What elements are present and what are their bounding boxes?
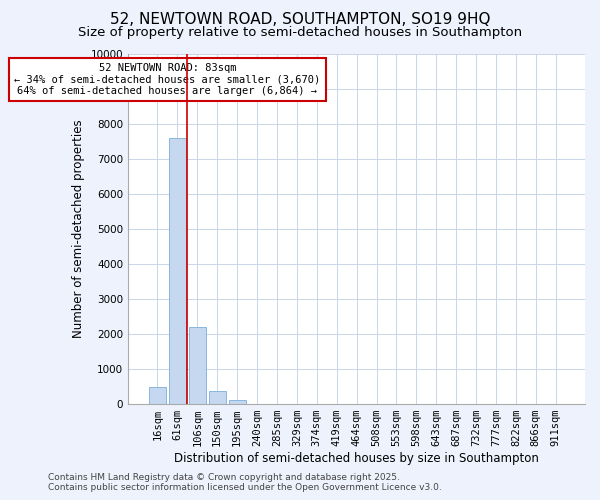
Bar: [209, 391, 226, 404]
X-axis label: Distribution of semi-detached houses by size in Southampton: Distribution of semi-detached houses by …: [174, 452, 539, 465]
Bar: [169, 138, 186, 404]
Bar: [189, 327, 206, 404]
Bar: [149, 388, 166, 404]
Y-axis label: Number of semi-detached properties: Number of semi-detached properties: [72, 120, 85, 338]
Text: Size of property relative to semi-detached houses in Southampton: Size of property relative to semi-detach…: [78, 26, 522, 39]
Text: Contains HM Land Registry data © Crown copyright and database right 2025.
Contai: Contains HM Land Registry data © Crown c…: [48, 473, 442, 492]
Bar: [229, 400, 245, 404]
Text: 52 NEWTOWN ROAD: 83sqm
← 34% of semi-detached houses are smaller (3,670)
64% of : 52 NEWTOWN ROAD: 83sqm ← 34% of semi-det…: [14, 63, 320, 96]
Text: 52, NEWTOWN ROAD, SOUTHAMPTON, SO19 9HQ: 52, NEWTOWN ROAD, SOUTHAMPTON, SO19 9HQ: [110, 12, 490, 28]
